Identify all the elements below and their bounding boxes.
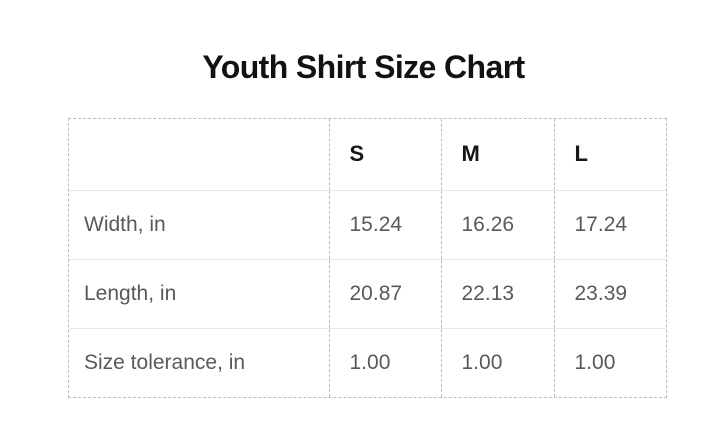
row-label-size-tolerance: Size tolerance, in <box>69 327 329 397</box>
cell-width-m: 16.26 <box>440 189 554 259</box>
table-row-length: Length, in 20.87 22.13 23.39 <box>69 258 666 328</box>
cell-length-s: 20.87 <box>328 258 441 328</box>
column-header-m: M <box>440 119 554 190</box>
size-table: S M L Width, in 15.24 16.26 17.24 Length… <box>69 119 666 397</box>
row-label-length: Length, in <box>69 258 329 328</box>
cell-tolerance-l: 1.00 <box>553 327 666 397</box>
row-label-width: Width, in <box>69 189 329 259</box>
cell-length-m: 22.13 <box>440 258 554 328</box>
cell-tolerance-m: 1.00 <box>440 327 554 397</box>
column-header-s: S <box>328 119 441 190</box>
size-chart-table: S M L Width, in 15.24 16.26 17.24 Length… <box>68 118 667 398</box>
page-title: Youth Shirt Size Chart <box>202 49 525 85</box>
cell-tolerance-s: 1.00 <box>328 327 441 397</box>
cell-length-l: 23.39 <box>553 258 666 328</box>
table-row-size-tolerance: Size tolerance, in 1.00 1.00 1.00 <box>69 327 666 397</box>
cell-width-l: 17.24 <box>553 189 666 259</box>
header-row: S M L <box>69 119 666 190</box>
cell-width-s: 15.24 <box>328 189 441 259</box>
column-header-blank <box>69 119 329 190</box>
column-header-l: L <box>553 119 666 190</box>
table-row-width: Width, in 15.24 16.26 17.24 <box>69 189 666 259</box>
